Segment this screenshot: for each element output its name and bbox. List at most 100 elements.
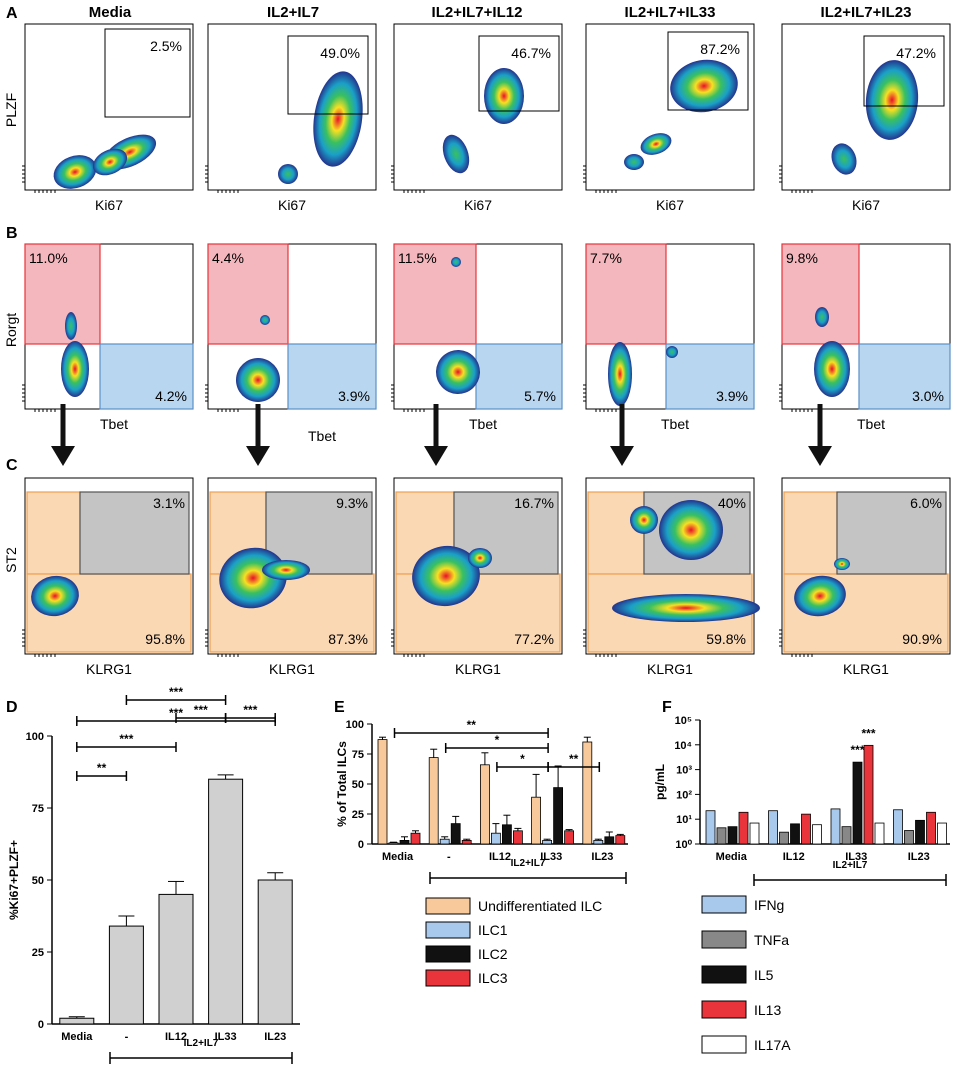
x-axis-label: KLRG1 [647,661,693,677]
down-arrow-head [610,446,634,466]
gate-box [478,35,560,112]
bar [801,813,811,845]
flow-plot-rows: 2.5% Ki67 11.0% 4.2% Tbet 3.1% 95.8% KLRG1 49.0%… [22,23,951,677]
x-axis-label: Tbet [469,416,497,432]
gate-percentage: 2.5% [150,38,182,54]
significance-label: *** [861,726,875,740]
rorgt-gate [207,243,289,345]
x-tick-label: - [447,851,451,863]
x-tick-label: Media [716,851,748,863]
bar [208,778,244,1025]
density-contour [666,346,678,358]
legend-swatch [425,921,471,939]
density-contour [659,500,723,560]
y-tick-label: 10⁴ [674,740,692,752]
bar [479,764,490,845]
group-label: IL2+IL7 [184,1038,219,1049]
y-tick-label: 10³ [676,765,692,777]
group-label: IL2+IL7 [511,858,546,869]
gate-percentage: 87.3% [328,631,368,647]
density-contour [630,506,658,534]
klrg1-neg-gate [783,491,838,575]
condition-title-il33: IL2+IL7+IL33 [625,4,716,21]
tbet-gate [665,343,755,410]
density-contour [451,257,461,267]
legend-swatch [701,1000,747,1019]
density-contour [468,548,492,568]
gate-percentage: 87.2% [700,41,740,57]
st2-pos-gate [79,491,190,575]
tbet-gate [287,343,377,410]
down-arrow-head [246,446,270,466]
y-axis-label: pg/mL [653,764,667,800]
gate-percentage: 49.0% [320,45,360,61]
gate-percentage: 46.7% [511,45,551,61]
bar [399,840,410,845]
legend-label: ILC3 [478,970,508,986]
bar [553,787,563,845]
bar-chart-d: 0 25 50 75 100 %Ki67+PLZF+ Media - IL12 IL33 IL23 *… [7,685,300,1064]
bar [738,811,749,845]
y-axis-label: %Ki67+PLZF+ [7,840,21,920]
significance-label: *** [119,732,133,746]
significance-label: ** [97,761,107,775]
bar [926,811,936,845]
rorgt-gate [781,243,860,345]
panel-letter-f: F [662,699,672,716]
bar [564,830,574,845]
panel-b-plot: 9.8% 3.0% Tbet [779,243,951,432]
density-contour [670,59,738,113]
significance-label: * [520,752,525,766]
bar [841,826,852,845]
x-axis-label: KLRG1 [269,661,315,677]
y-tick-label: 75 [352,749,364,761]
legend-swatch [425,897,471,915]
y-tick-label: 10¹ [676,814,692,826]
condition-title-il2-il7: IL2+IL7 [267,4,319,21]
gate-percentage: 16.7% [514,495,554,511]
bar [593,840,604,845]
bar [604,836,615,845]
panel-c-plot: 40% 59.8% KLRG1 [583,477,760,677]
y-tick-label: 75 [32,803,44,815]
density-contour [61,341,89,397]
density-contour [313,71,363,167]
density-contour [815,307,829,327]
density-contour [608,342,632,406]
density-contour [260,315,270,325]
bar [490,832,501,845]
bar [852,761,863,845]
bar [615,835,626,845]
x-tick-label: Media [61,1031,93,1043]
significance-label: *** [194,703,208,717]
legend-label: IL17A [754,1037,791,1053]
bar [439,838,450,845]
gate-percentage: 11.5% [398,250,437,266]
bar [582,741,593,845]
klrg1-neg-gate [26,491,81,575]
rorgt-gate [393,243,477,345]
down-arrow-head [808,446,832,466]
x-tick-label: IL33 [215,1031,237,1043]
bar-chart-f: 10⁰ 10¹ 10² 10³ 10⁴ 10⁵ pg/mL Media IL12 IL33 IL23… [653,715,950,1054]
y-tick-label: 0 [358,839,364,851]
x-axis-label: Tbet [100,416,128,432]
density-contour [612,594,760,622]
gate-percentage: 77.2% [514,631,554,647]
gate-percentage: 7.7% [590,250,622,266]
panel-a-ylabel: PLZF [3,93,19,127]
density-contour [412,545,480,607]
x-axis-label: KLRG1 [86,661,132,677]
significance-label: *** [169,685,183,699]
density-contour [436,350,480,394]
y-tick-label: 10⁰ [675,839,692,851]
x-axis-label: KLRG1 [455,661,501,677]
bar [450,823,461,845]
bar [158,893,194,1025]
density-contour [31,575,79,617]
gate-percentage: 6.0% [910,495,942,511]
legend-label: IL13 [754,1002,781,1018]
bar [716,827,727,845]
